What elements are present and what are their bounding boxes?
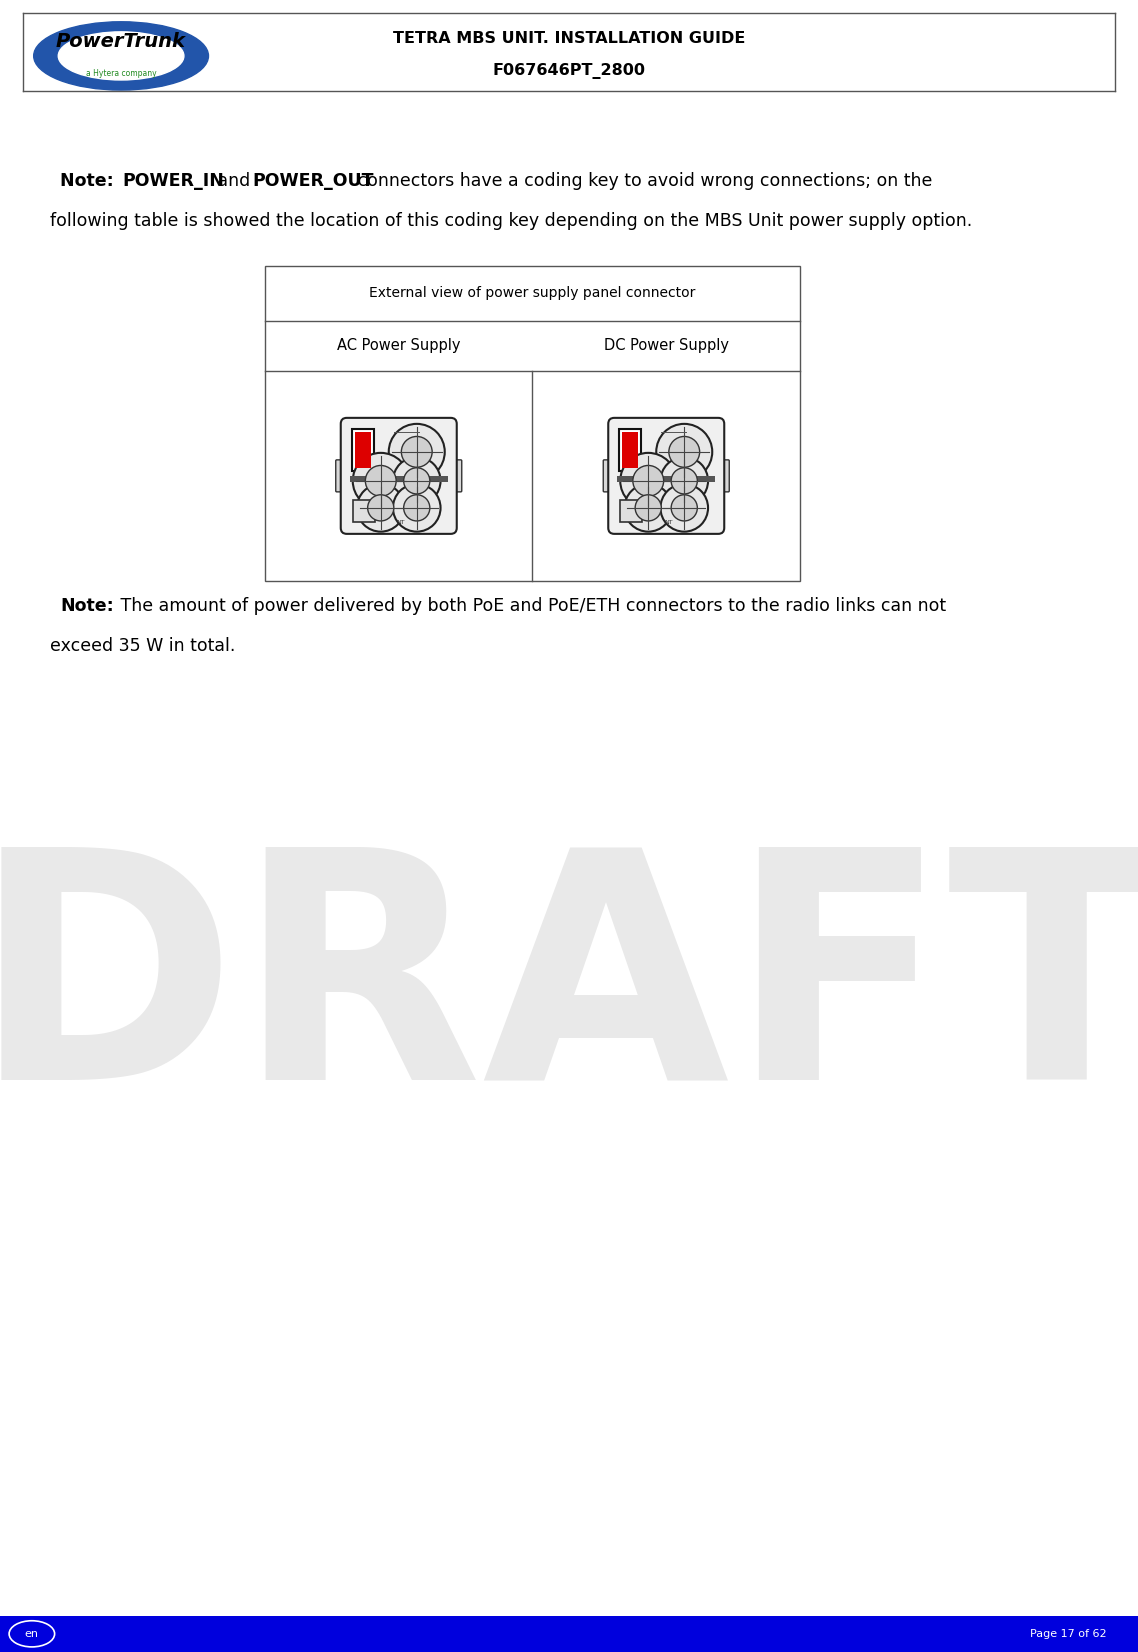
Circle shape xyxy=(393,458,440,504)
Bar xyxy=(619,430,641,471)
Text: PowerTrunk: PowerTrunk xyxy=(56,31,187,51)
Text: TETRA MBS UNIT. INSTALLATION GUIDE: TETRA MBS UNIT. INSTALLATION GUIDE xyxy=(393,31,745,46)
Circle shape xyxy=(669,436,700,468)
Bar xyxy=(620,501,642,522)
Text: DC Power Supply: DC Power Supply xyxy=(604,339,728,354)
Text: connectors have a coding key to avoid wrong connections; on the: connectors have a coding key to avoid wr… xyxy=(352,172,932,190)
Circle shape xyxy=(389,425,445,479)
Text: Note:: Note: xyxy=(60,596,114,615)
Circle shape xyxy=(625,484,673,532)
Circle shape xyxy=(660,484,708,532)
Text: AC Power Supply: AC Power Supply xyxy=(337,339,461,354)
Circle shape xyxy=(365,466,396,496)
Circle shape xyxy=(402,436,432,468)
Circle shape xyxy=(357,484,404,532)
Bar xyxy=(353,501,374,522)
Text: The amount of power delivered by both PoE and PoE/ETH connectors to the radio li: The amount of power delivered by both Po… xyxy=(115,596,946,615)
Text: NT: NT xyxy=(663,520,673,525)
Circle shape xyxy=(657,425,712,479)
FancyBboxPatch shape xyxy=(608,418,724,534)
Ellipse shape xyxy=(34,21,208,91)
Ellipse shape xyxy=(58,31,184,79)
Bar xyxy=(355,431,371,468)
Text: and: and xyxy=(212,172,256,190)
Circle shape xyxy=(671,468,698,494)
FancyBboxPatch shape xyxy=(340,418,456,534)
Text: NT: NT xyxy=(396,520,405,525)
Circle shape xyxy=(660,458,708,504)
Bar xyxy=(265,266,800,582)
Text: External view of power supply panel connector: External view of power supply panel conn… xyxy=(370,286,695,301)
Circle shape xyxy=(404,494,430,520)
Text: following table is showed the location of this coding key depending on the MBS U: following table is showed the location o… xyxy=(50,211,972,230)
Circle shape xyxy=(635,494,661,520)
Circle shape xyxy=(671,494,698,520)
Bar xyxy=(617,476,716,482)
Text: POWER_IN: POWER_IN xyxy=(122,172,224,190)
Text: DRAFT: DRAFT xyxy=(0,836,1138,1145)
Circle shape xyxy=(633,466,663,496)
Circle shape xyxy=(404,468,430,494)
Text: exceed 35 W in total.: exceed 35 W in total. xyxy=(50,638,236,654)
Text: Note:: Note: xyxy=(60,172,126,190)
Text: POWER_OUT: POWER_OUT xyxy=(251,172,373,190)
Circle shape xyxy=(620,453,676,509)
Text: a Hytera company: a Hytera company xyxy=(85,69,156,78)
Circle shape xyxy=(353,453,409,509)
Text: en: en xyxy=(25,1629,39,1639)
Bar xyxy=(349,476,447,482)
Bar xyxy=(622,431,638,468)
Text: Page 17 of 62: Page 17 of 62 xyxy=(1030,1629,1106,1639)
FancyBboxPatch shape xyxy=(450,459,462,492)
FancyBboxPatch shape xyxy=(717,459,729,492)
FancyBboxPatch shape xyxy=(336,459,348,492)
Circle shape xyxy=(393,484,440,532)
Circle shape xyxy=(368,494,394,520)
FancyBboxPatch shape xyxy=(603,459,616,492)
Text: F067646PT_2800: F067646PT_2800 xyxy=(493,63,645,79)
Bar xyxy=(352,430,373,471)
